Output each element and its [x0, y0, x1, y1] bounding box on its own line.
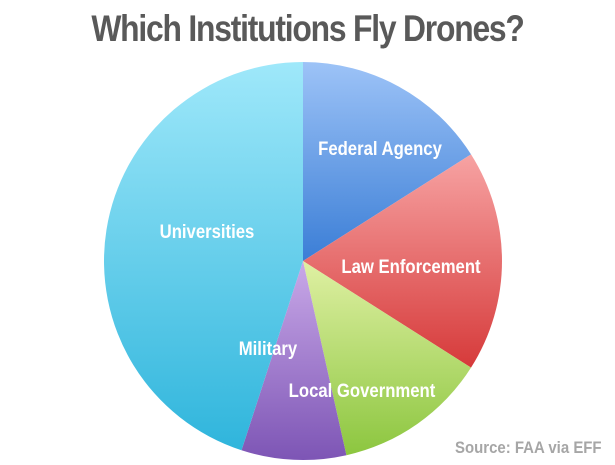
slice-label-law-enforcement: Law Enforcement — [341, 256, 480, 277]
pie-labels: Federal Agency Law Enforcement Local Gover… — [160, 138, 481, 401]
pie-slice-local-government — [303, 261, 472, 456]
slice-label-military: Military — [239, 338, 298, 359]
source-note: Source: FAA via EFF — [455, 438, 602, 457]
slice-label-federal-agency: Federal Agency — [318, 138, 442, 159]
pie-slice-universities — [104, 62, 303, 451]
pie-slices — [104, 62, 502, 461]
pie-slice-law-enforcement — [303, 154, 502, 368]
chart-title: Which Institutions Fly Drones? — [91, 8, 525, 49]
pie-slice-federal-agency — [303, 62, 472, 261]
pie-slice-military — [241, 261, 347, 461]
slice-label-local-government: Local Government — [289, 380, 436, 401]
slice-label-universities: Universities — [160, 221, 255, 242]
